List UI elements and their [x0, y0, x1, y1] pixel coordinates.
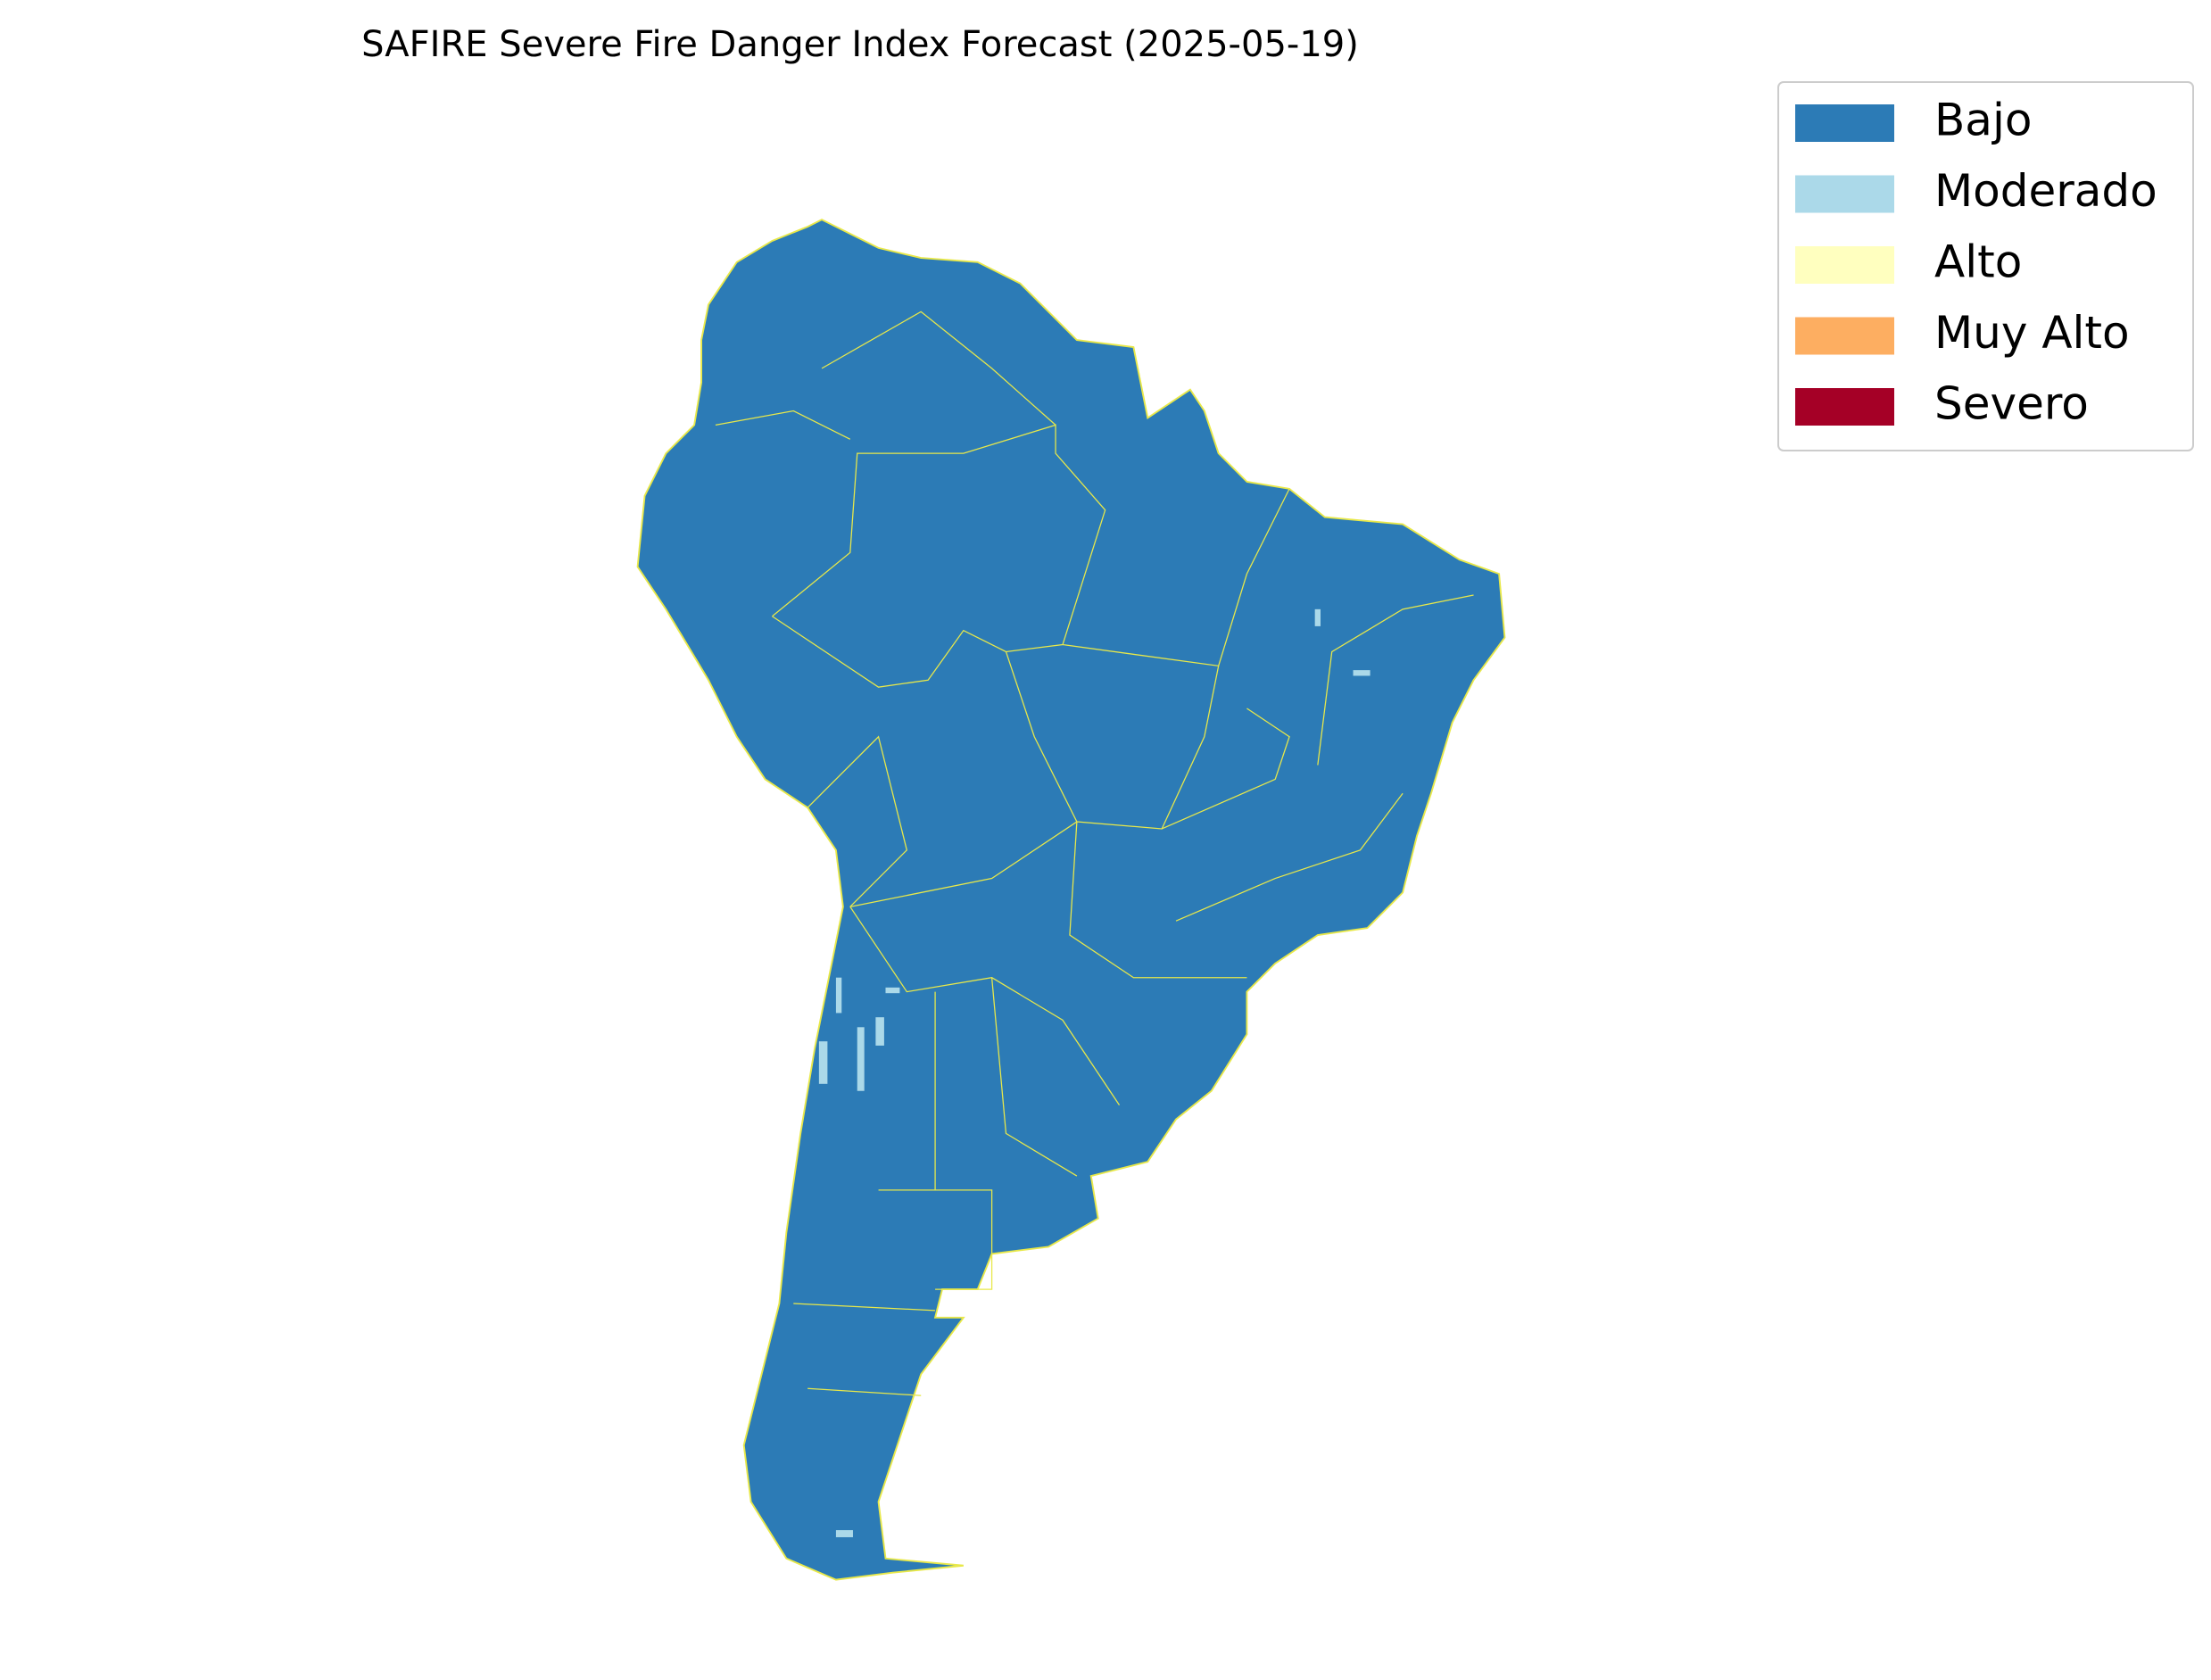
legend-swatch: [1795, 175, 1894, 213]
admin-boundaries: [715, 310, 1474, 1396]
legend-label: Moderado: [1934, 165, 2157, 217]
legend-label: Bajo: [1934, 95, 2032, 146]
south-america-land: [636, 219, 1506, 1581]
legend: Bajo Moderado Alto Muy Alto Severo: [1795, 95, 2157, 430]
map: [636, 219, 1506, 1581]
legend-swatch: [1795, 388, 1894, 426]
legend-swatch: [1795, 246, 1894, 284]
legend-swatch: [1795, 317, 1894, 355]
legend-label: Severo: [1934, 378, 2089, 430]
legend-box: [1777, 81, 2194, 451]
legend-label: Muy Alto: [1934, 307, 2130, 359]
legend-label: Alto: [1934, 236, 2022, 288]
map-title: SAFIRE Severe Fire Danger Index Forecast…: [361, 24, 1359, 65]
legend-swatch: [1795, 104, 1894, 142]
moderate-specks: [818, 608, 1370, 1537]
